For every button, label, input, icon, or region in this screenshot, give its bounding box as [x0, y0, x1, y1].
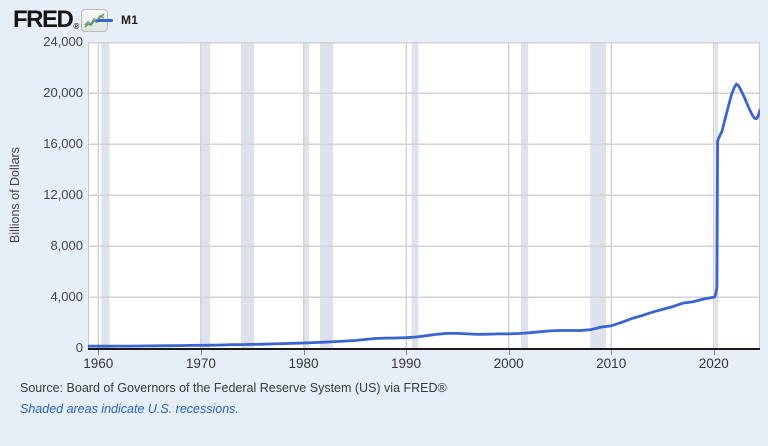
- y-tick-label: 24,000: [43, 34, 83, 49]
- x-tick-label: 1980: [288, 356, 319, 371]
- source-attribution: Source: Board of Governors of the Federa…: [20, 381, 447, 395]
- y-tick-label: 20,000: [43, 85, 83, 100]
- plot-area[interactable]: [88, 42, 760, 348]
- y-tick-label: 4,000: [50, 289, 83, 304]
- y-axis-labels: 0 4,000 8,000 12,000 16,000 20,000 24,000: [0, 35, 83, 355]
- m1-series-line[interactable]: [88, 82, 760, 348]
- legend-line-swatch: [96, 18, 113, 22]
- x-tickmark: [713, 350, 715, 355]
- y-tick-label: 8,000: [50, 238, 83, 253]
- chart-svg: [88, 42, 760, 348]
- x-tickmark: [200, 350, 202, 355]
- chart-legend[interactable]: M1: [96, 12, 138, 28]
- y-tick-label: 12,000: [43, 187, 83, 202]
- x-tick-label: 1990: [390, 356, 422, 371]
- x-tickmark: [508, 350, 510, 355]
- x-tick-label: 2020: [698, 356, 729, 371]
- legend-series-label: M1: [121, 13, 139, 27]
- y-tick-label: 0: [75, 340, 83, 355]
- y-tick-label: 16,000: [43, 136, 83, 151]
- registered-mark: ®: [73, 22, 80, 31]
- x-tick-label: 2000: [493, 356, 524, 371]
- x-tickmark: [98, 350, 100, 355]
- x-axis-labels: 1960 1970 1980 1990 2000 2010 2020: [83, 350, 760, 376]
- x-tick-label: 1970: [185, 356, 216, 371]
- x-tickmark: [406, 350, 407, 355]
- x-tick-label: 2010: [596, 356, 627, 371]
- x-axis-line: [88, 348, 760, 350]
- fred-logo[interactable]: FRED ®: [13, 6, 109, 33]
- fred-logo-text: FRED: [13, 6, 74, 33]
- x-tick-label: 1960: [83, 356, 114, 371]
- recessions-note-link[interactable]: Shaded areas indicate U.S. recessions.: [20, 402, 239, 416]
- x-tickmark: [303, 350, 305, 355]
- x-tickmark: [611, 350, 613, 355]
